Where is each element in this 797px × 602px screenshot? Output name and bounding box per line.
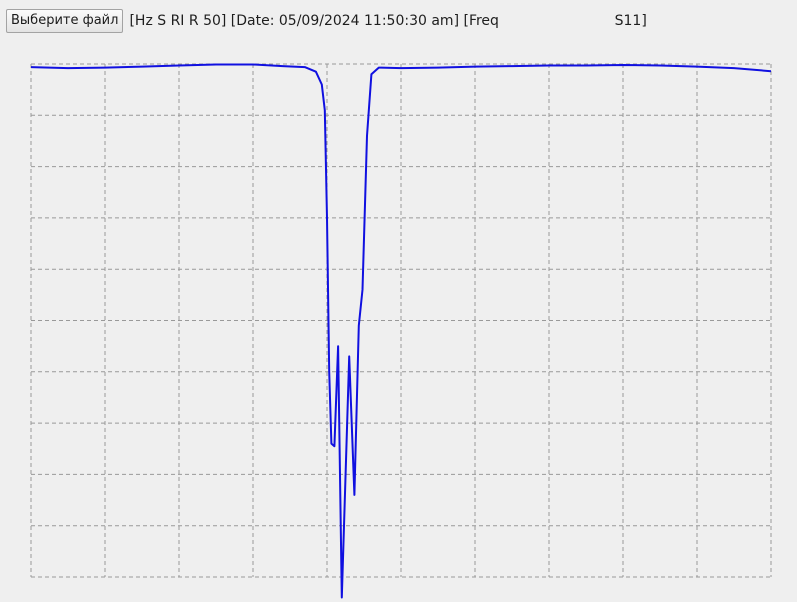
choose-file-button[interactable]: Выберите файл	[6, 9, 124, 33]
chart-trace-layer	[30, 63, 772, 599]
chart-grid	[30, 63, 772, 578]
toolbar: Выберите файл [Hz S RI R 50] [Date: 05/0…	[6, 8, 647, 34]
s11-trace-line	[30, 63, 772, 599]
file-header-text: [Hz S RI R 50] [Date: 05/09/2024 11:50:3…	[129, 13, 647, 29]
